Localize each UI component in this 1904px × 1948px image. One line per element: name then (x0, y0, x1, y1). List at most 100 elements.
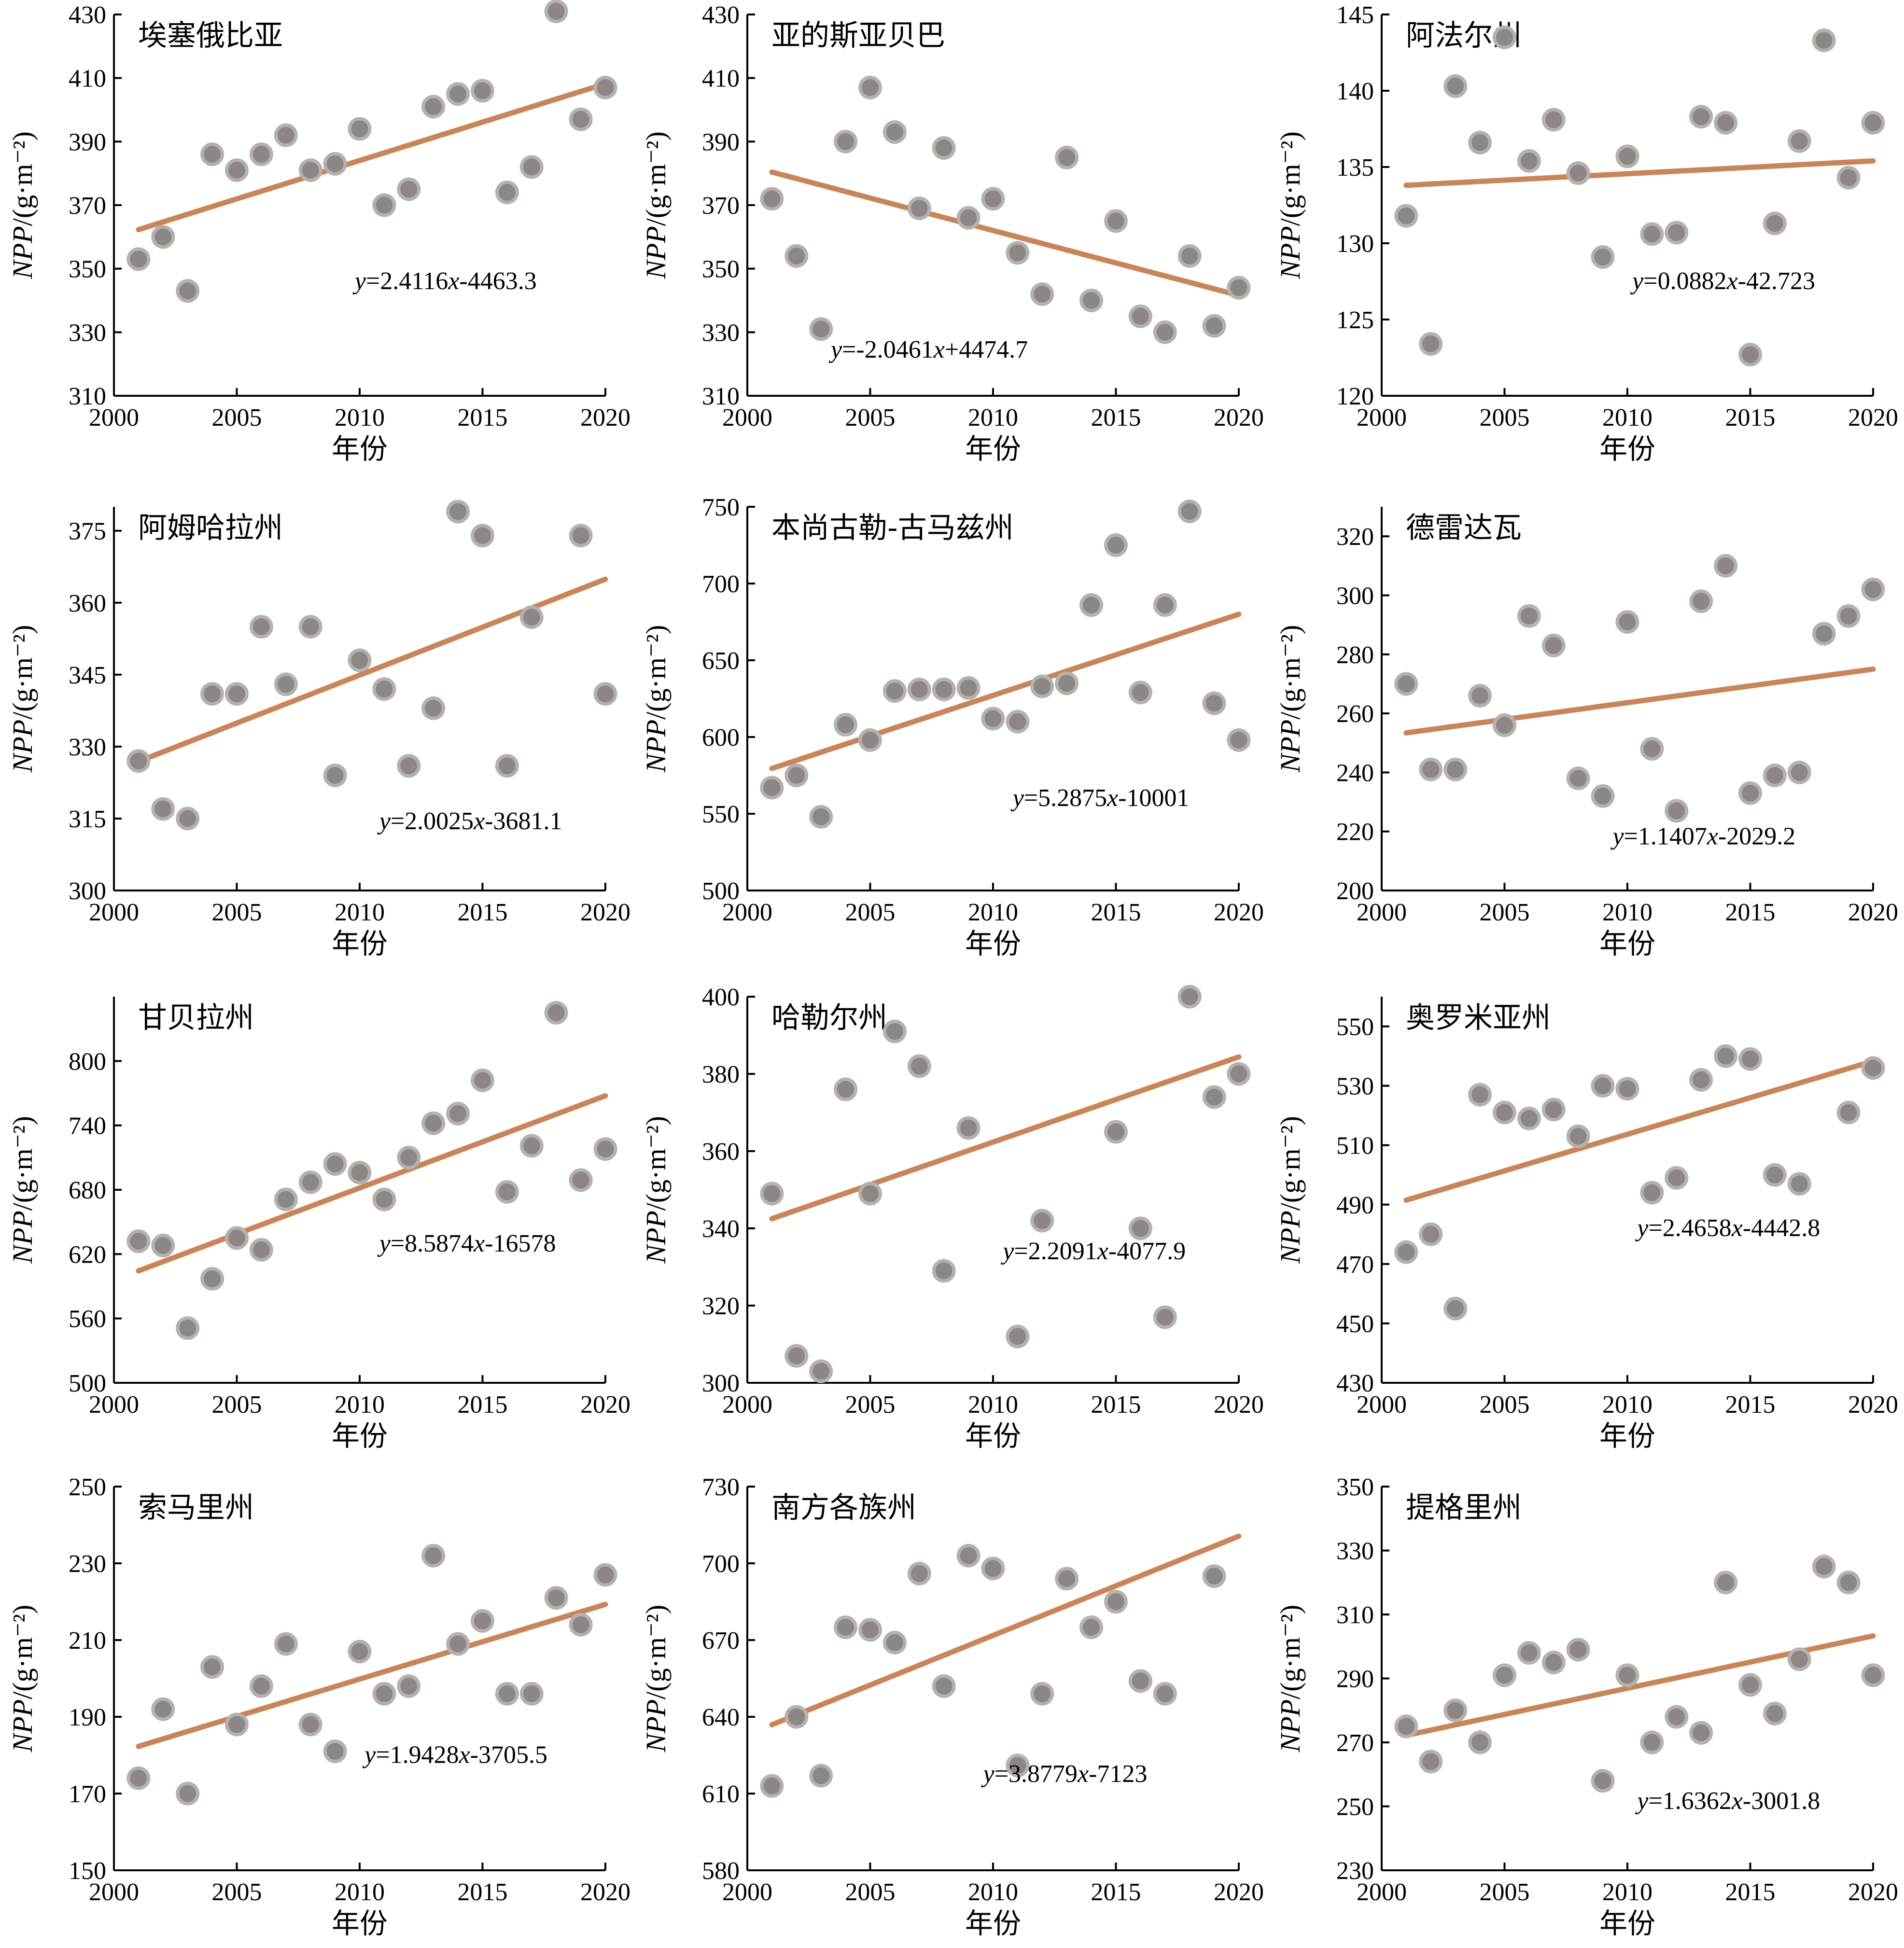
x-tick-label: 2000 (722, 404, 772, 431)
data-point (907, 1561, 931, 1586)
data-point (569, 107, 593, 131)
data-point (1419, 332, 1443, 356)
data-point (249, 142, 273, 167)
y-tick-label: 250 (1336, 1794, 1374, 1821)
data-point (858, 1618, 882, 1642)
data-point (1665, 799, 1689, 823)
y-tick-label: 430 (702, 1, 740, 29)
data-point (1591, 784, 1615, 808)
y-tick-label: 315 (69, 806, 106, 833)
y-tick-label: 500 (69, 1370, 106, 1397)
x-tick-label: 2000 (89, 899, 139, 926)
y-tick-label: 135 (1336, 154, 1374, 181)
data-point (1006, 1324, 1030, 1349)
data-point (1153, 1682, 1177, 1706)
y-tick-label: 650 (702, 647, 740, 675)
x-tick-label: 2015 (458, 404, 508, 431)
x-tick-label: 2010 (335, 404, 385, 431)
panel-title: 提格里州 (1406, 1491, 1522, 1525)
chart-panel: 2000 2005 2010 2015 2020 310 330 350 370 390 410 43… (7, 0, 630, 465)
data-point (1443, 74, 1468, 98)
data-point (809, 317, 833, 341)
x-tick-label: 2005 (1480, 899, 1530, 926)
data-point (1394, 1240, 1418, 1264)
y-tick-label: 600 (702, 724, 740, 751)
data-point (421, 1111, 446, 1135)
data-point (1202, 1085, 1226, 1109)
data-point (882, 679, 907, 703)
data-point (249, 1674, 273, 1698)
x-tick-label: 2020 (1214, 1878, 1264, 1906)
data-point (1517, 604, 1541, 628)
x-tick-label: 2015 (1091, 1878, 1141, 1906)
data-point (323, 764, 347, 787)
trend-line (1403, 1058, 1876, 1203)
data-point (1812, 28, 1836, 53)
data-point (784, 764, 809, 787)
data-point (1030, 282, 1054, 306)
data-point (858, 1182, 882, 1206)
data-point (1836, 1571, 1861, 1595)
data-point (834, 713, 858, 737)
data-point (784, 1705, 809, 1729)
chart-panel: 2000 2005 2010 2015 2020 430 450 470 490 510 530 55… (1274, 997, 1898, 1452)
data-point (784, 244, 809, 268)
chart-panel: 2000 2005 2010 2015 2020 150 170 190 210 230 250 年份… (7, 1474, 630, 1939)
data-point (274, 123, 298, 147)
data-point (1153, 1305, 1177, 1329)
y-tick-label: 300 (69, 877, 106, 905)
panel-title: 本尚古勒-古马兹州 (771, 511, 1014, 545)
data-point (446, 82, 470, 106)
data-point (834, 129, 858, 153)
y-axis-title: NPP/(g·m⁻²) (7, 131, 38, 279)
x-tick-label: 2010 (968, 1391, 1018, 1419)
x-tick-label: 2010 (1602, 899, 1652, 926)
data-point (372, 677, 396, 701)
chart-panel: 2000 2005 2010 2015 2020 500 550 600 650 700 750 年份… (640, 494, 1264, 960)
x-axis-title: 年份 (332, 1420, 388, 1452)
data-point (1104, 1590, 1128, 1614)
chart-panel: 2000 2005 2010 2015 2020 580 610 640 670 700 730 年份… (640, 1474, 1264, 1939)
data-point (298, 1170, 322, 1194)
data-point (1128, 1669, 1152, 1693)
x-tick-label: 2010 (1602, 1878, 1652, 1906)
data-point (1836, 604, 1861, 628)
data-point (1714, 1571, 1738, 1595)
data-point (1689, 589, 1713, 613)
data-point (1177, 500, 1202, 524)
data-point (372, 1682, 396, 1706)
panel-title: 德雷达瓦 (1406, 511, 1522, 545)
y-tick-label: 730 (702, 1474, 740, 1501)
x-tick-label: 2005 (1480, 1878, 1530, 1906)
data-point (1812, 1555, 1836, 1579)
data-point (956, 1544, 980, 1568)
data-point (569, 1613, 593, 1637)
data-point (1394, 1714, 1418, 1739)
y-tick-label: 150 (69, 1857, 106, 1885)
y-tick-label: 430 (69, 1, 106, 29)
x-tick-label: 2000 (1357, 1878, 1407, 1906)
data-point (176, 279, 200, 303)
data-point (397, 177, 421, 201)
x-tick-label: 2000 (1357, 899, 1407, 926)
data-point (932, 1259, 956, 1283)
data-point (1566, 161, 1590, 185)
data-point (1177, 985, 1202, 1009)
data-point (249, 1238, 273, 1262)
data-point (1763, 211, 1787, 236)
y-tick-label: 145 (1336, 1, 1374, 29)
y-tick-label: 450 (1336, 1310, 1374, 1338)
x-tick-label: 2010 (335, 899, 385, 926)
y-axis-title: NPP/(g·m⁻²) (7, 1116, 38, 1264)
data-point (1665, 1166, 1689, 1190)
x-tick-label: 2020 (1848, 404, 1898, 431)
y-axis-title: NPP/(g·m⁻²) (640, 625, 672, 773)
y-axis-title: NPP/(g·m⁻²) (1274, 131, 1306, 279)
data-point (809, 1764, 833, 1788)
data-point (249, 614, 273, 639)
data-point (1079, 1615, 1104, 1639)
data-point (809, 805, 833, 829)
x-tick-label: 2000 (722, 1391, 772, 1419)
data-point (151, 1697, 175, 1721)
data-point (471, 1068, 494, 1092)
